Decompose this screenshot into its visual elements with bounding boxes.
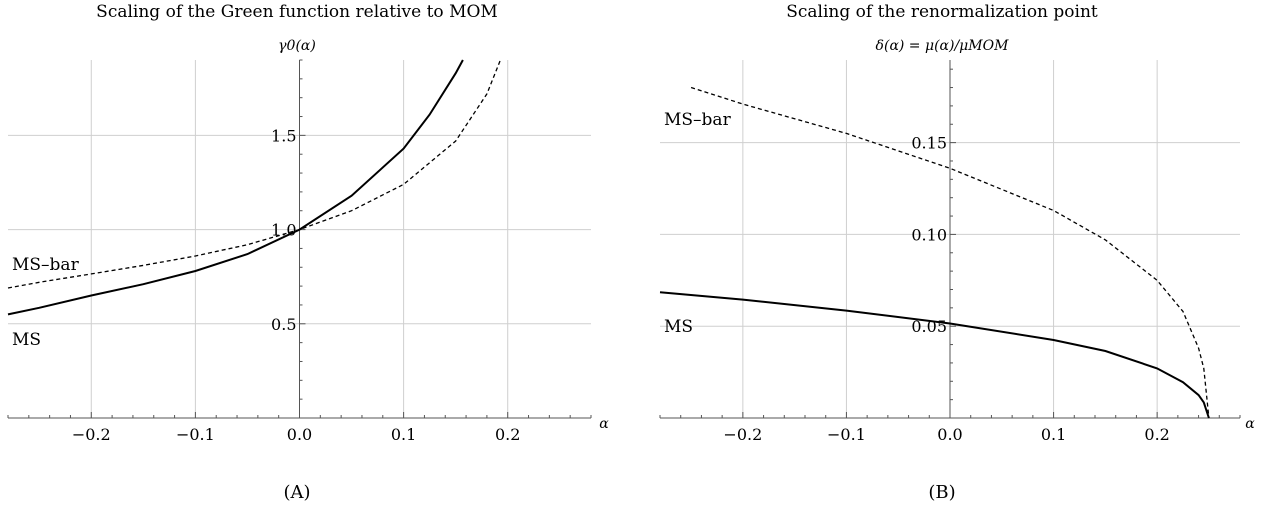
chart-a-svg: Scaling of the Green function relative t…	[7, 2, 609, 503]
chart-a-series	[7, 59, 502, 316]
chart-a-ylabel: γ0(α)	[278, 38, 316, 54]
chart-a-title: Scaling of the Green function relative t…	[96, 2, 498, 22]
y-tick-label: 1.5	[271, 126, 296, 145]
y-tick-label: 0.5	[271, 315, 296, 334]
chart-a-ticks: −0.2 −0.1 0.0 0.1 0.20.51.01.5	[7, 59, 592, 444]
x-tick-label: 0.1	[391, 425, 416, 444]
chart-b-svg: Scaling of the renormalization point −0.…	[659, 2, 1255, 503]
chart-b-xlabel: α	[1245, 416, 1255, 432]
chart-b-axes	[660, 60, 1240, 419]
series-line-ms-bar	[690, 86, 1210, 419]
x-tick-label: 0.0	[287, 425, 312, 444]
x-tick-label: 0.0	[937, 425, 962, 444]
y-tick-label: 0.15	[911, 134, 947, 153]
chart-a-axes	[8, 60, 591, 419]
chart-a-label-ms: MS	[12, 330, 41, 350]
chart-b-ylabel: δ(α) = μ(α)/μMOM	[876, 38, 1010, 54]
chart-panel-b: Scaling of the renormalization point −0.…	[652, 0, 1273, 506]
x-tick-label: 0.2	[1144, 425, 1169, 444]
y-tick-label: 0.10	[911, 225, 947, 244]
chart-b-caption: (B)	[928, 482, 955, 503]
chart-a-caption: (A)	[283, 482, 310, 503]
chart-b-label-ms: MS	[664, 317, 693, 337]
chart-panel-a: Scaling of the Green function relative t…	[0, 0, 620, 506]
series-line-ms	[7, 59, 464, 316]
x-tick-label: −0.2	[72, 425, 111, 444]
chart-a-xlabel: α	[599, 416, 609, 432]
chart-b-series	[659, 86, 1210, 419]
x-tick-label: −0.1	[176, 425, 215, 444]
x-tick-label: −0.1	[827, 425, 866, 444]
chart-b-title: Scaling of the renormalization point	[786, 2, 1098, 22]
chart-a-label-msbar: MS–bar	[12, 255, 80, 275]
x-tick-label: 0.1	[1041, 425, 1066, 444]
x-tick-label: −0.2	[723, 425, 762, 444]
series-line-ms	[659, 291, 1210, 419]
x-tick-label: 0.2	[495, 425, 520, 444]
series-line-ms-bar	[7, 59, 502, 289]
chart-b-label-msbar: MS–bar	[664, 110, 732, 130]
